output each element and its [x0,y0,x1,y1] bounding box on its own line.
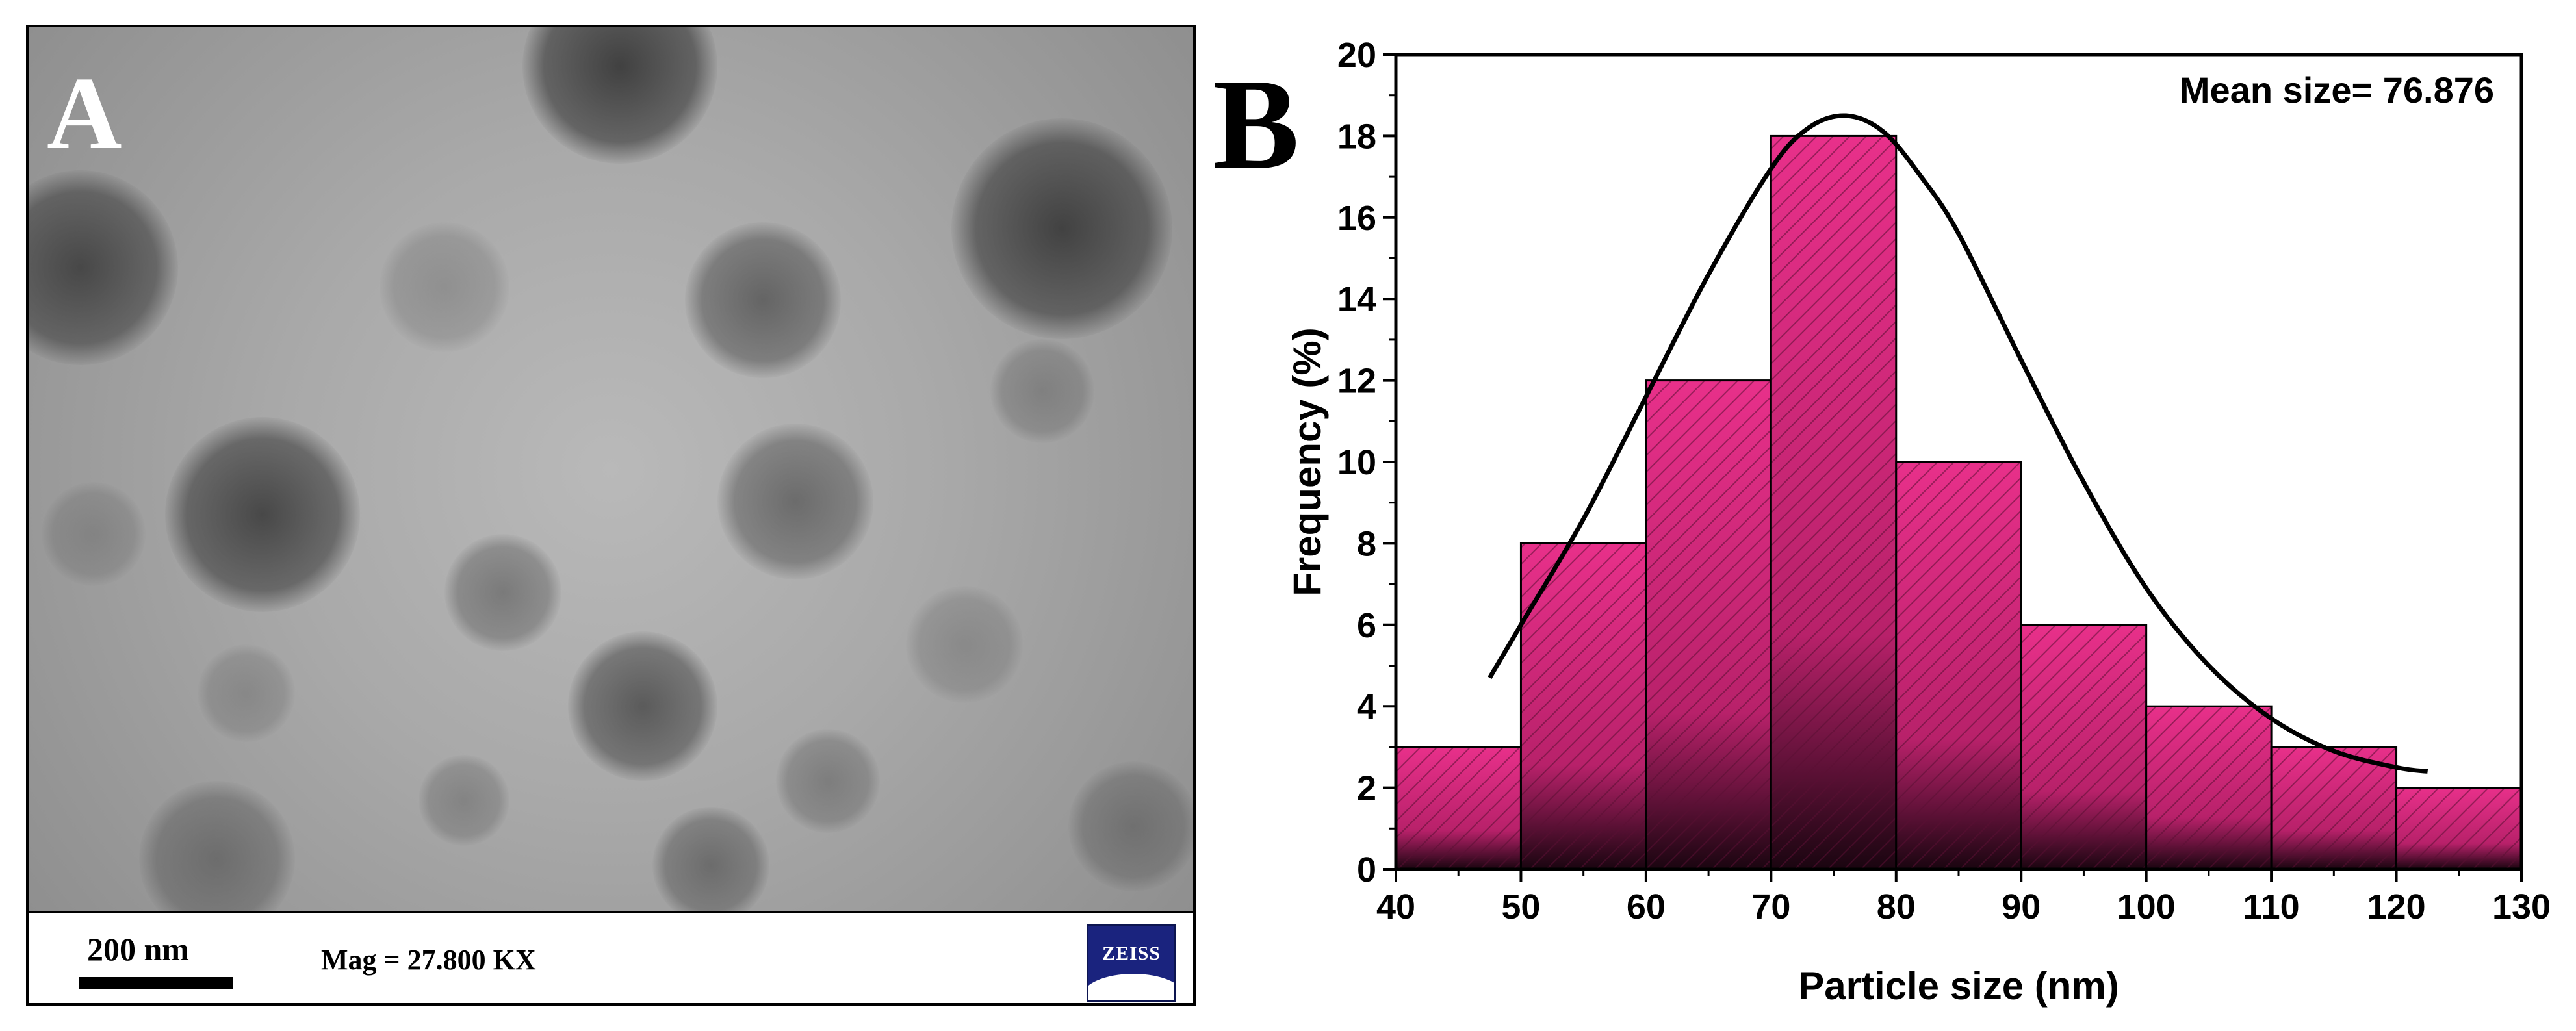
particle-blob [951,118,1172,339]
particle-blob [652,807,769,911]
y-tick-label: 20 [1337,36,1376,75]
tem-micrograph-panel: A 200 nm Mag = 27.800 KX ZEISS [26,25,1196,1006]
histogram-bar [1645,379,1772,871]
y-tick-label: 10 [1337,443,1376,482]
y-tick-label: 6 [1357,606,1376,645]
x-tick-label: 100 [2117,887,2176,926]
zeiss-logo-arc [1088,974,1174,1000]
bar-hatch [1645,380,1771,869]
histogram-bar [2020,624,2148,871]
x-axis-title: Particle size (nm) [1798,964,2119,1008]
histogram-bar [1895,461,2022,871]
bar-hatch [1396,746,1521,869]
panel-b-label: B [1213,53,1300,196]
y-tick-label: 12 [1337,362,1376,401]
particle-blob [444,534,561,651]
histogram-bar [1395,746,1522,871]
y-tick-label: 4 [1357,687,1376,726]
bar-hatch [2146,706,2272,869]
zeiss-logo-text: ZEISS [1101,943,1161,964]
x-tick-label: 130 [2492,887,2551,926]
y-tick-label: 0 [1357,850,1376,889]
histogram-bar [2270,746,2398,871]
particle-blob [1068,761,1193,891]
y-axis-title: Frequency (%) [1285,327,1329,596]
x-tick-label: 110 [2243,887,2300,926]
particle-blob [906,586,1023,703]
y-tick-label: 16 [1337,199,1376,238]
y-tick-label: 14 [1337,280,1376,319]
particle-blob [685,222,841,378]
bar-hatch [2021,624,2146,869]
histogram-bar [2395,787,2523,871]
particle-blob [165,417,360,612]
y-tick-label: 18 [1337,117,1376,156]
gaussian-fit-curve [1488,113,2428,774]
x-tick-label: 80 [1877,887,1916,926]
x-tick-label: 120 [2367,887,2426,926]
fit-curve-layer [1488,113,2428,774]
bar-hatch [2271,746,2397,869]
particle-blob [29,170,178,365]
histogram-bars [1395,134,2523,871]
particle-blob [419,755,509,846]
particle-blob [776,729,880,833]
particle-blob [990,339,1094,443]
scale-bar-label: 200 nm [87,931,189,967]
bar-hatch [1896,462,2022,869]
y-tick-label: 8 [1357,524,1376,563]
particle-blob [42,482,146,586]
x-tick-label: 40 [1376,887,1415,926]
panel-a-label: A [47,55,122,171]
particle-blob [380,222,509,352]
x-tick-label: 50 [1501,887,1540,926]
bar-hatch [1771,136,1896,869]
x-tick-label: 60 [1627,887,1666,926]
histogram-bar [1770,134,1898,871]
particle-blob [717,424,873,579]
tem-info-bar: 200 nm Mag = 27.800 KX ZEISS [29,911,1193,1003]
scale-bar [79,977,233,989]
particle-blob [198,644,295,742]
chart-axes: 40 50 60 70 80 90 100 110 120 130 0 2 4 6 8 10 12 14 16 18 2… [1337,36,2551,926]
zeiss-logo: ZEISS [1087,924,1176,1002]
tem-image [29,27,1193,911]
y-tick-label: 2 [1357,769,1376,808]
x-tick-label: 90 [2002,887,2041,926]
magnification-label: Mag = 27.800 KX [321,944,536,976]
bar-hatch [1521,543,1646,869]
histogram-bar [2145,705,2273,871]
x-tick-label: 70 [1751,887,1790,926]
bar-hatch [2396,787,2521,869]
mean-size-annotation: Mean size= 76.876 [2180,70,2494,110]
particle-blob [568,631,717,781]
particle-blob [139,781,295,911]
